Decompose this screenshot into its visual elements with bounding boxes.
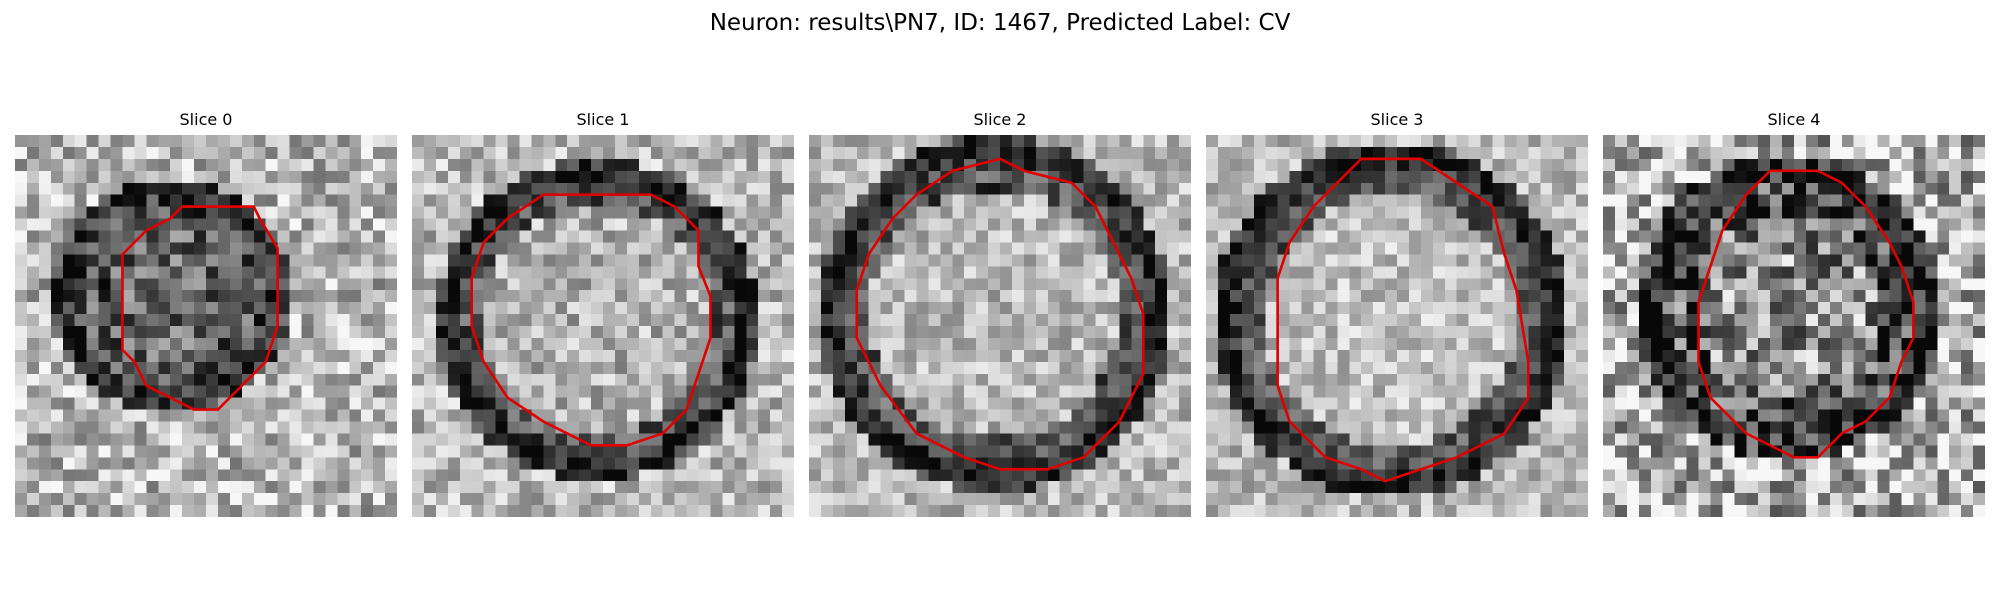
slice-panel-1: Slice 1 <box>412 110 794 517</box>
slice-panel-4: Slice 4 <box>1603 110 1985 517</box>
segmentation-contour <box>1276 157 1530 483</box>
slice-panel-2: Slice 2 <box>809 110 1191 517</box>
slice-title: Slice 0 <box>179 110 233 129</box>
slice-panel-3: Slice 3 <box>1206 110 1588 517</box>
segmentation-contour <box>470 193 712 447</box>
slice-image <box>412 135 794 517</box>
segmentation-contour <box>1697 169 1915 459</box>
slice-title: Slice 2 <box>973 110 1027 129</box>
slice-image <box>1206 135 1588 517</box>
slice-title: Slice 1 <box>576 110 630 129</box>
slice-image <box>1603 135 1985 517</box>
segmentation-contour <box>121 205 279 411</box>
figure-title: Neuron: results\PN7, ID: 1467, Predicted… <box>709 10 1291 36</box>
slice-title: Slice 4 <box>1767 110 1821 129</box>
segmentation-contour <box>855 157 1145 471</box>
slice-image <box>15 135 397 517</box>
slice-image <box>809 135 1191 517</box>
slice-panel-0: Slice 0 <box>15 110 397 517</box>
slice-title: Slice 3 <box>1370 110 1424 129</box>
